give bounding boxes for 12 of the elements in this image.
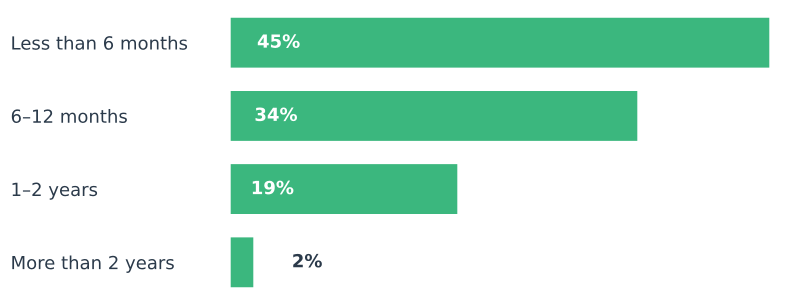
data-label: 34% bbox=[256, 107, 298, 122]
y-tick-label: More than 2 years bbox=[12, 255, 174, 273]
bar bbox=[230, 16, 770, 70]
bar bbox=[230, 90, 639, 142]
bar bbox=[230, 162, 459, 216]
data-label: 19% bbox=[252, 180, 294, 194]
y-tick-label: 1–2 years bbox=[12, 182, 98, 200]
y-tick-label: Less than 6 months bbox=[12, 36, 188, 50]
bar bbox=[230, 236, 255, 289]
data-label: 2% bbox=[293, 254, 322, 268]
y-tick-label: 6–12 months bbox=[12, 109, 127, 124]
data-label: 45% bbox=[258, 34, 300, 48]
